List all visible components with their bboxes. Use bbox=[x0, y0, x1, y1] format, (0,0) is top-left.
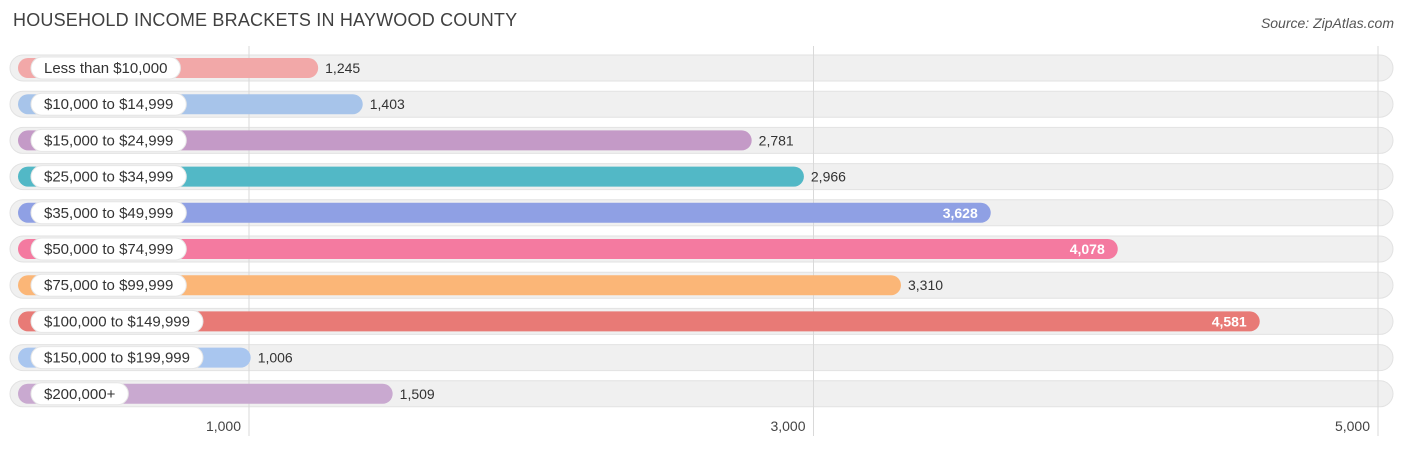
category-label: $150,000 to $199,999 bbox=[44, 350, 190, 367]
category-label: $15,000 to $24,999 bbox=[44, 132, 173, 149]
category-label: $100,000 to $149,999 bbox=[44, 313, 190, 330]
category-label: $10,000 to $14,999 bbox=[44, 96, 173, 113]
tick-label: 1,000 bbox=[206, 418, 241, 434]
category-label: $50,000 to $74,999 bbox=[44, 241, 173, 258]
category-pill bbox=[30, 165, 187, 189]
category-pill bbox=[30, 92, 187, 116]
value-label: 4,078 bbox=[1070, 241, 1105, 257]
category-label: $75,000 to $99,999 bbox=[44, 277, 173, 294]
value-label: 3,628 bbox=[943, 205, 978, 221]
bar[interactable] bbox=[18, 239, 1118, 259]
value-label: 1,403 bbox=[370, 96, 405, 112]
value-label: 2,966 bbox=[811, 169, 846, 185]
category-label: Less than $10,000 bbox=[44, 60, 167, 77]
tick-label: 5,000 bbox=[1335, 418, 1370, 434]
bar[interactable] bbox=[18, 275, 901, 296]
category-pill bbox=[30, 128, 187, 152]
source-attribution: Source: ZipAtlas.com bbox=[1260, 15, 1394, 31]
bar[interactable] bbox=[18, 202, 991, 223]
value-label: 1,509 bbox=[400, 386, 435, 402]
row-track bbox=[9, 54, 1394, 82]
category-label: $25,000 to $34,999 bbox=[44, 169, 173, 186]
value-label: 1,006 bbox=[258, 350, 293, 366]
category-label: $35,000 to $49,999 bbox=[44, 205, 173, 222]
value-label: 3,310 bbox=[908, 277, 943, 293]
bar[interactable] bbox=[18, 166, 804, 187]
value-label: 2,781 bbox=[759, 132, 794, 148]
bar[interactable] bbox=[18, 130, 752, 151]
row-track bbox=[9, 344, 1394, 372]
value-label: 4,581 bbox=[1212, 313, 1247, 329]
category-label: $200,000+ bbox=[44, 386, 116, 403]
tick-label: 3,000 bbox=[770, 418, 805, 434]
chart-title: HOUSEHOLD INCOME BRACKETS IN HAYWOOD COU… bbox=[13, 10, 518, 30]
category-pill bbox=[30, 346, 204, 370]
category-pill bbox=[30, 56, 181, 80]
value-label: 1,245 bbox=[325, 60, 360, 76]
category-pill bbox=[30, 201, 187, 225]
category-pill bbox=[30, 237, 187, 261]
category-pill bbox=[30, 382, 129, 406]
category-pill bbox=[30, 273, 187, 297]
bar[interactable] bbox=[18, 311, 1260, 332]
category-pill bbox=[30, 309, 204, 333]
